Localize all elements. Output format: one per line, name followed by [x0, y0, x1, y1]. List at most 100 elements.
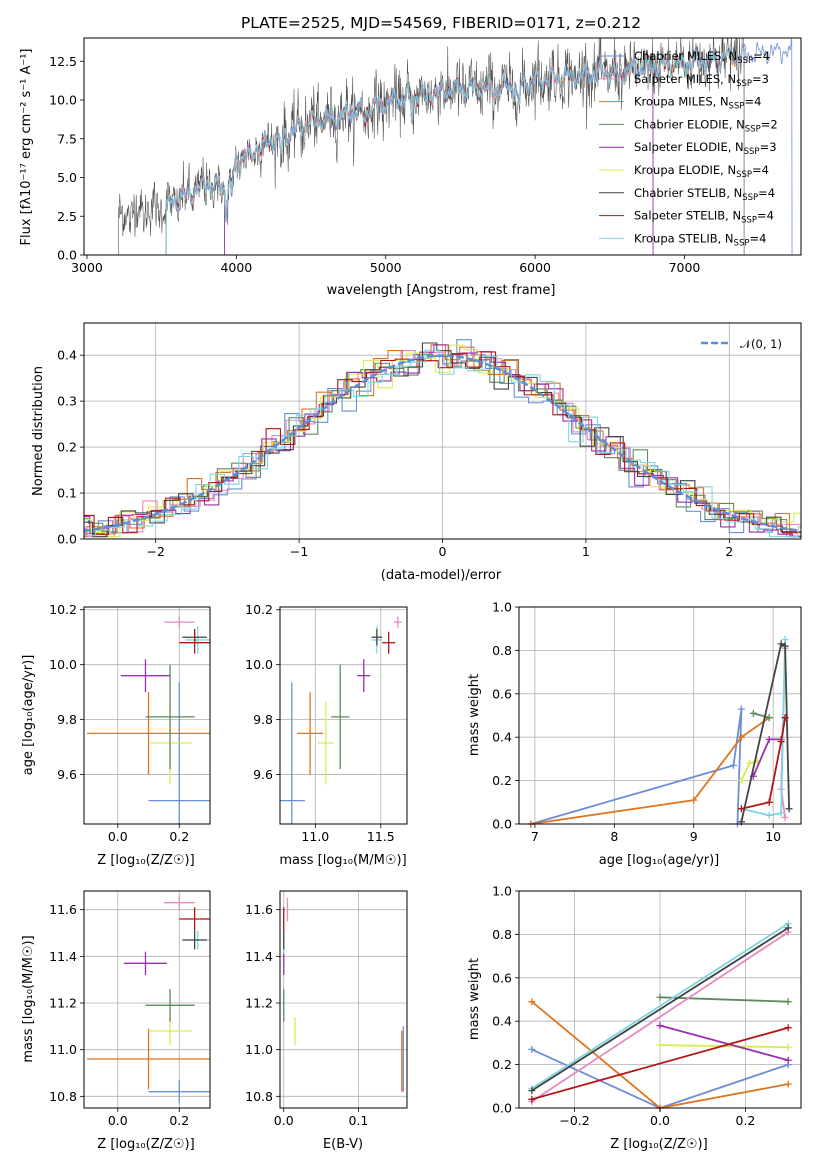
weight_vs_age-marker-kroupa_miles — [737, 733, 745, 741]
spectrum-ytick-label: 0.0 — [57, 248, 77, 263]
spectrum-legend-label-chabrier_stelib: Chabrier STELIB, NSSP=4 — [634, 186, 775, 203]
weight_vs_Z-ytick-label: 0.4 — [492, 1014, 512, 1029]
weight_vs_Z-xtick-label: 0.2 — [736, 1113, 756, 1128]
gaussian-legend-label: 𝒩(0, 1) — [740, 337, 782, 351]
weight-vs-age-plot-area: 7 8 9 10 0.0 0.2 0.4 0.6 0.8 1.0 — [492, 600, 802, 844]
residual-plot-area: −2 −1 0 1 2 0.0 0.1 0.2 0.3 0.4 — [57, 322, 802, 559]
weight-vs-age-panel: 7 8 9 10 0.0 0.2 0.4 0.6 0.8 1.0 age [log₁₀(age/y… — [467, 600, 802, 868]
mass-vs-metallicity-xlabel: Z [log₁₀(Z/Z☉)] — [97, 1137, 194, 1152]
weight_vs_Z-line-salpeter_elodie — [659, 1024, 789, 1062]
weight_vs_Z-ytick-label: 0.0 — [492, 1101, 512, 1116]
spectrum-xtick-label: 7000 — [669, 260, 701, 275]
spectrum-frame — [83, 37, 802, 256]
weight_vs_age-frame — [518, 606, 802, 825]
weight-vs-metallicity-ylabel: mass weight — [467, 958, 482, 1040]
spectrum-legend-label-chabrier_elodie: Chabrier ELODIE, NSSP=2 — [634, 117, 778, 134]
weight_vs_Z-line-salpeter_stelib — [531, 1026, 789, 1101]
residual-ylabel: Normed distribution — [31, 366, 46, 496]
weight_vs_Z-ytick-label: 0.6 — [492, 970, 512, 985]
spectrum-ytick-label: 12.5 — [49, 54, 77, 69]
weight_vs_Z-marker-chabrier_miles — [528, 1045, 536, 1053]
weight_vs_age-marker-kroupa_elodie — [745, 759, 753, 767]
weight_vs_age-ytick-label: 0.4 — [492, 730, 512, 745]
mass_vs_Z-xtick-label: 0.2 — [169, 1113, 189, 1128]
spectrum-legend-label-kroupa_stelib: Kroupa STELIB, NSSP=4 — [634, 231, 766, 248]
weight_vs_age-marker-kroupa_miles — [690, 796, 698, 804]
mass-vs-metallicity-ylabel: mass [log₁₀(M/M☉)] — [21, 935, 36, 1062]
mass_vs_ebv-xtick-label: 0.1 — [348, 1113, 368, 1128]
weight_vs_Z-marker-chabrier_stelib — [528, 1087, 536, 1095]
weight_vs_age-xtick-label: 10 — [765, 829, 781, 844]
age_vs_Z-ytick-label: 9.6 — [57, 767, 77, 782]
spectrum-title: PLATE=2525, MJD=54569, FIBERID=0171, z=0… — [241, 14, 641, 32]
age-vs-metallicity-plot-area: 0.0 0.2 9.6 9.8 10.0 10.2 — [49, 602, 211, 844]
age_vs_Z-xtick-label: 0.2 — [169, 829, 189, 844]
weight_vs_age-marker-chabrier_miles — [737, 705, 745, 713]
mass_vs_ebv-ytick-label: 11.0 — [245, 1042, 273, 1057]
mass_vs_ebv-ytick-label: 10.8 — [245, 1089, 273, 1104]
weight_vs_age-ytick-label: 0.6 — [492, 686, 512, 701]
mass-vs-ebv-xlabel: E(B-V) — [323, 1137, 363, 1152]
weight_vs_Z-xtick-label: 0.0 — [650, 1113, 670, 1128]
weight_vs_Z-marker-kroupa_miles — [528, 998, 536, 1006]
age_vs_mass-xtick-label: 11.5 — [367, 829, 395, 844]
weight_vs_Z-marker-kroupa_miles — [784, 1080, 792, 1088]
age-vs-metallicity-xlabel: Z [log₁₀(Z/Z☉)] — [97, 853, 194, 868]
weight_vs_age-marker-salpeter_stelib — [765, 798, 773, 806]
spectrum-xtick-label: 5000 — [370, 260, 402, 275]
residuals-ytick-label: 0.4 — [57, 348, 77, 363]
spectrum-ytick-label: 5.0 — [57, 170, 77, 185]
weight_vs_age-marker-kroupa_stelib — [765, 811, 773, 819]
weight_vs_Z-marker-kroupa_elodie — [656, 1041, 664, 1049]
weight_vs_age-ytick-label: 0.8 — [492, 643, 512, 658]
residual-xlabel: (data-model)/error — [381, 568, 502, 583]
weight_vs_age-line-chabrier_elodie — [753, 712, 770, 719]
weight_vs_age-marker-chabrier_stelib — [785, 805, 793, 813]
mass_vs_Z-ytick-label: 11.6 — [49, 902, 77, 917]
spectrum-ytick-label: 7.5 — [57, 131, 77, 146]
weight_vs_age-ytick-label: 0.2 — [492, 773, 512, 788]
spectrum-xlabel: wavelength [Angstrom, rest frame] — [327, 283, 556, 298]
age_vs_Z-ytick-label: 10.0 — [49, 657, 77, 672]
mass-vs-metallicity-panel: 0.0 0.2 10.8 11.0 11.2 11.4 11.6 Z [log₁₀(Z/Z☉… — [21, 890, 211, 1152]
residual-histogram-salpeter_miles — [84, 349, 801, 538]
weight_vs_age-line-kroupa_miles — [530, 716, 770, 825]
mass_vs_Z-xtick-label: 0.0 — [108, 1113, 128, 1128]
age_vs_Z-ytick-label: 10.2 — [49, 602, 77, 617]
spectrum-panel: PLATE=2525, MJD=54569, FIBERID=0171, z=0… — [19, 14, 802, 298]
weight_vs_Z-marker-kroupa_elodie — [784, 1043, 792, 1051]
weight_vs_Z-marker-salpeter_stelib — [784, 1024, 792, 1032]
spectrum-legend-label-salpeter_miles: Salpeter MILES, NSSP=3 — [634, 72, 769, 89]
spectrum-xtick-label: 4000 — [220, 260, 252, 275]
mass_vs_ebv-ytick-label: 11.6 — [245, 902, 273, 917]
weight_vs_Z-line-salpeter_miles — [531, 931, 789, 1103]
age_vs_mass-ytick-label: 9.6 — [253, 767, 273, 782]
age_vs_mass-ytick-label: 9.8 — [253, 712, 273, 727]
weight_vs_age-marker-salpeter_stelib — [777, 738, 785, 746]
weight_vs_age-marker-chabrier_elodie — [765, 714, 773, 722]
weight_vs_age-xtick-label: 7 — [531, 829, 539, 844]
residual-histogram-chabrier_stelib — [84, 342, 801, 538]
spectrum-xtick-label: 3000 — [71, 260, 103, 275]
mass_vs_ebv-frame — [279, 890, 408, 1109]
mass_vs_Z-ytick-label: 11.4 — [49, 949, 77, 964]
residual-histogram-panel: −2 −1 0 1 2 0.0 0.1 0.2 0.3 0.4 (data-model)/erro… — [31, 322, 802, 583]
mass-vs-metallicity-plot-area: 0.0 0.2 10.8 11.0 11.2 11.4 11.6 — [49, 890, 211, 1128]
residual-legend: 𝒩(0, 1) — [701, 337, 782, 351]
mass_vs_ebv-ytick-label: 11.4 — [245, 949, 273, 964]
weight_vs_age-marker-salpeter_elodie — [765, 735, 773, 743]
age-vs-mass-xlabel: mass [log₁₀(M/M☉)] — [279, 853, 406, 868]
weight_vs_age-ytick-label: 0.0 — [492, 817, 512, 832]
spectrum-legend-label-salpeter_elodie: Salpeter ELODIE, NSSP=3 — [634, 140, 777, 157]
weight_vs_age-marker-kroupa_stelib — [777, 809, 785, 817]
mass_vs_ebv-xtick-label: 0.0 — [274, 1113, 294, 1128]
mass-vs-ebv-panel: 0.0 0.1 10.8 11.0 11.2 11.4 11.6 E(B-V) — [245, 890, 408, 1152]
age_vs_mass-ytick-label: 10.0 — [245, 657, 273, 672]
weight-vs-age-xlabel: age [log₁₀(age/yr)] — [599, 853, 720, 868]
age-vs-mass-plot-area: 11.0 11.5 9.6 9.8 10.0 10.2 — [245, 602, 408, 844]
residuals-xtick-label: −1 — [290, 544, 308, 559]
weight_vs_Z-xtick-label: −0.2 — [559, 1113, 589, 1128]
spectrum-legend-label-kroupa_elodie: Kroupa ELODIE, NSSP=4 — [634, 163, 769, 180]
